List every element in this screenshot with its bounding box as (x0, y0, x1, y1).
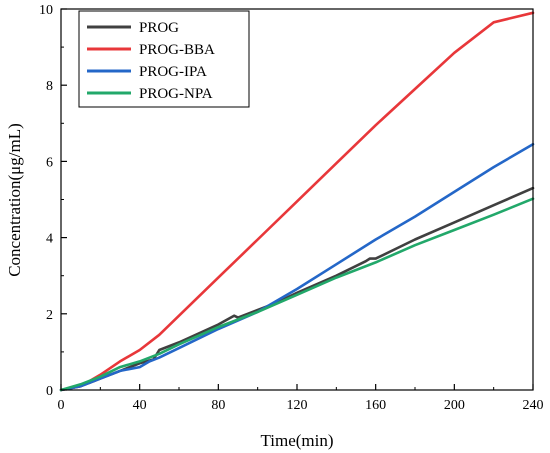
axes: 0 40 80 120 160 200 240 0 2 4 6 8 10 (39, 3, 544, 413)
x-tick-label: 120 (287, 398, 308, 413)
legend: PROG PROG-BBA PROG-IPA PROG-NPA (78, 10, 250, 108)
x-tick-label: 240 (523, 398, 544, 413)
x-tick-label: 40 (133, 398, 147, 413)
plot-area (59, 11, 535, 392)
x-tick-label: 160 (365, 398, 386, 413)
legend-label-3: PROG-IPA (139, 64, 207, 80)
y-tick-label: 4 (46, 232, 53, 247)
y-tick-label: 0 (46, 384, 53, 399)
legend-label-1: PROG (139, 20, 179, 36)
series-line-2 (59, 11, 535, 392)
x-tick-label: 80 (211, 398, 225, 413)
legend-label-4: PROG-NPA (139, 86, 213, 102)
x-tick-label: 200 (444, 398, 465, 413)
y-tick-label: 6 (46, 155, 53, 170)
y-axis-title: Concentration(μg/mL) (5, 123, 24, 277)
x-axis-title: Time(min) (260, 431, 333, 450)
series-line-4 (59, 197, 535, 392)
legend-label-2: PROG-BBA (139, 42, 215, 58)
y-tick-label: 2 (46, 308, 53, 323)
series-line-3 (59, 143, 535, 392)
y-tick-label: 10 (39, 3, 53, 18)
x-tick-label: 0 (58, 398, 65, 413)
y-tick-label: 8 (46, 79, 53, 94)
